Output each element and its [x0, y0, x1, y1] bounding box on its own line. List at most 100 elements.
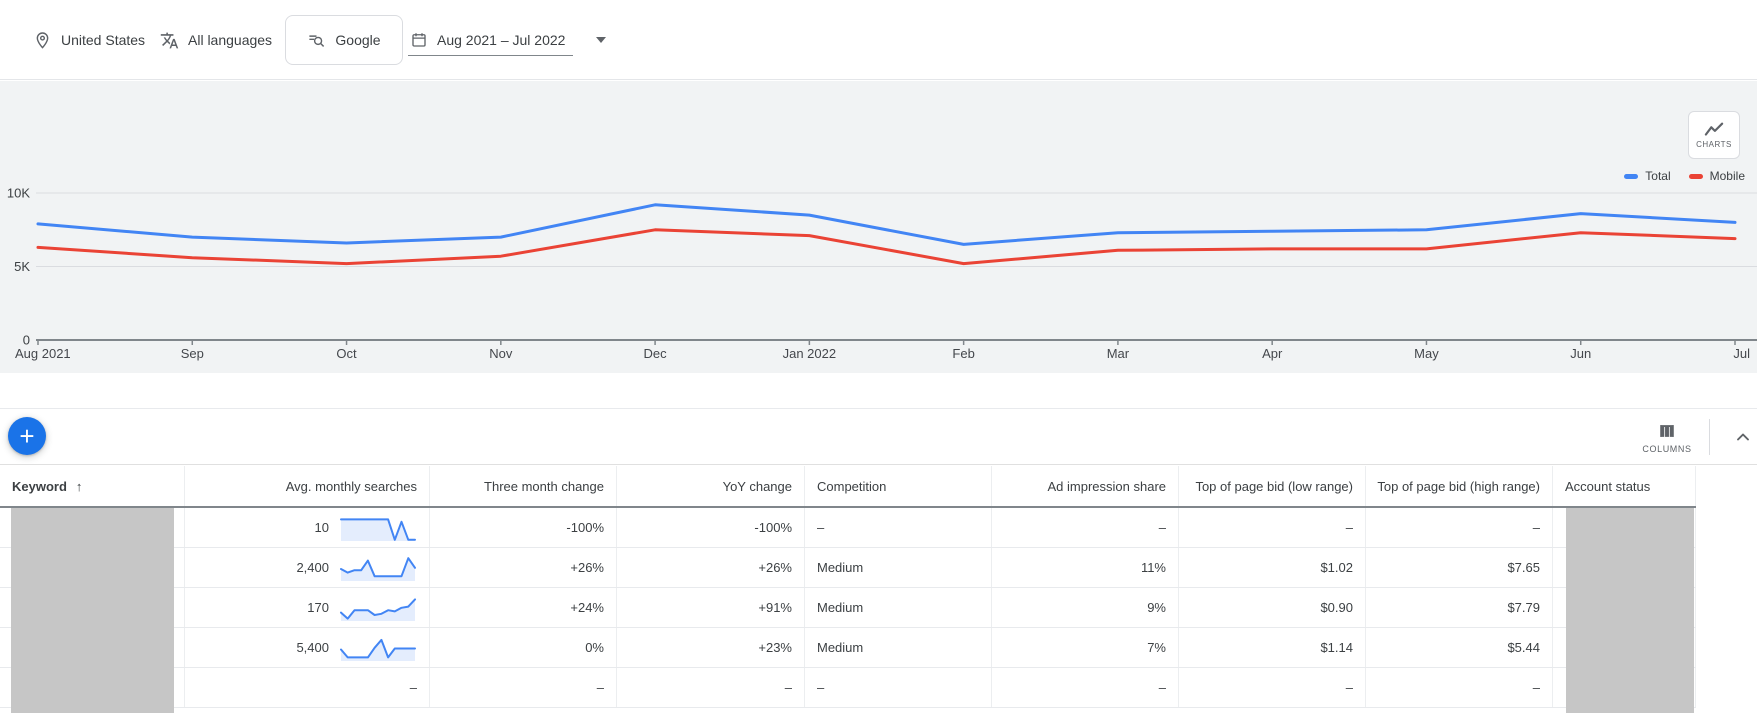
- x-axis-month-label: Jun: [1570, 346, 1591, 361]
- competition-value: Medium: [817, 560, 864, 575]
- column-header-competition[interactable]: Competition: [805, 466, 992, 506]
- cell-account_status: [1553, 548, 1696, 587]
- cell-competition: –: [805, 668, 992, 707]
- translate-icon: [160, 31, 179, 50]
- column-header-label: Top of page bid (low range): [1195, 478, 1353, 494]
- cell-top_of_page_bid_high: –: [1366, 668, 1553, 707]
- location-filter-label: United States: [61, 32, 146, 48]
- x-axis-month-label: Aug 2021: [15, 346, 71, 361]
- cell-top_of_page_bid_high: $7.79: [1366, 588, 1553, 627]
- date-range-label: Aug 2021 – Jul 2022: [437, 31, 566, 48]
- column-header-account_status[interactable]: Account status: [1553, 466, 1696, 506]
- x-axis-month-label: Apr: [1262, 346, 1283, 361]
- three_month_change-value: 0%: [585, 640, 604, 655]
- network-filter[interactable]: Google: [285, 15, 403, 65]
- x-axis-month-label: Nov: [489, 346, 513, 361]
- cell-top_of_page_bid_low: $1.14: [1179, 628, 1366, 667]
- cell-top_of_page_bid_low: $1.02: [1179, 548, 1366, 587]
- x-axis-month-label: Mar: [1107, 346, 1130, 361]
- cell-three_month_change: +26%: [430, 548, 617, 587]
- legend-item-total[interactable]: Total: [1624, 169, 1671, 183]
- competition-value: –: [817, 520, 825, 535]
- competition-value: Medium: [817, 640, 864, 655]
- location-filter[interactable]: United States: [33, 0, 145, 80]
- top_of_page_bid_high-value: $7.79: [1507, 600, 1540, 615]
- sparkline-area: [341, 639, 415, 661]
- column-header-yoy_change[interactable]: YoY change: [617, 466, 805, 506]
- three_month_change-value: -100%: [566, 520, 604, 535]
- cell-ad_impression_share: –: [992, 508, 1179, 547]
- add-keywords-button[interactable]: +: [8, 417, 46, 455]
- sparkline-area: [341, 557, 415, 581]
- date-range-picker[interactable]: Aug 2021 – Jul 2022: [408, 24, 574, 56]
- three_month_change-value: –: [596, 680, 604, 695]
- cell-three_month_change: +24%: [430, 588, 617, 627]
- column-header-keyword[interactable]: Keyword ↑: [0, 466, 185, 506]
- charts-button-label: CHARTS: [1696, 140, 1732, 149]
- keyword-row-2: 2,400 +26% +26% Medium 11% $1.02 $7.65: [0, 548, 1696, 588]
- keyword-row-4: 5,400 0% +23% Medium 7% $1.14 $5.44: [0, 628, 1696, 668]
- legend-label: Mobile: [1709, 169, 1745, 183]
- ad_impression_share-value: 7%: [1147, 640, 1166, 655]
- top_of_page_bid_low-value: –: [1345, 520, 1353, 535]
- top_of_page_bid_low-value: –: [1345, 680, 1353, 695]
- column-header-avg_monthly_searches[interactable]: Avg. monthly searches: [185, 466, 430, 506]
- y-axis-tick-label: 0: [23, 333, 30, 348]
- column-header-label: Avg. monthly searches: [285, 478, 417, 494]
- collapse-table-button[interactable]: [1731, 425, 1755, 449]
- column-header-top_of_page_bid_high[interactable]: Top of page bid (high range): [1366, 466, 1553, 506]
- legend-item-mobile[interactable]: Mobile: [1688, 169, 1745, 183]
- keyword-row-3: 170 +24% +91% Medium 9% $0.90 $7.79: [0, 588, 1696, 628]
- table-toolbar: [0, 409, 1757, 465]
- three_month_change-value: +24%: [570, 600, 604, 615]
- cell-top_of_page_bid_high: –: [1366, 508, 1553, 547]
- cell-keyword: [0, 588, 185, 627]
- sparkline-line: [340, 638, 416, 658]
- search-network-icon: [307, 31, 326, 50]
- sparkline-line: [340, 597, 416, 620]
- keywords-table: Keyword ↑ Avg. monthly searches Three month…: [0, 466, 1696, 708]
- x-axis-month-label: Jan 2022: [783, 346, 837, 361]
- x-axis-month-label: Feb: [952, 346, 974, 361]
- location-pin-icon: [33, 31, 52, 50]
- cell-avg_monthly_searches: 170: [185, 588, 430, 627]
- redacted-keyword-values: [11, 508, 174, 713]
- section-divider: [0, 408, 1757, 409]
- charts-toggle-button[interactable]: CHARTS: [1688, 111, 1740, 159]
- top_of_page_bid_high-value: –: [1532, 680, 1540, 695]
- language-filter[interactable]: All languages: [160, 0, 272, 80]
- top_of_page_bid_low-value: $1.02: [1320, 560, 1353, 575]
- column-header-label: Competition: [817, 478, 887, 494]
- column-header-ad_impression_share[interactable]: Ad impression share: [992, 466, 1179, 506]
- series-line-mobile: [36, 228, 1737, 266]
- column-header-label: YoY change: [722, 478, 792, 494]
- column-header-label: Keyword: [12, 478, 67, 494]
- ad_impression_share-value: 9%: [1147, 600, 1166, 615]
- cell-three_month_change: 0%: [430, 628, 617, 667]
- column-header-top_of_page_bid_low[interactable]: Top of page bid (low range): [1179, 466, 1366, 506]
- series-line-total: [36, 203, 1737, 246]
- legend-swatch: [1624, 173, 1639, 179]
- cell-top_of_page_bid_low: –: [1179, 668, 1366, 707]
- column-header-three_month_change[interactable]: Three month change: [430, 466, 617, 506]
- cell-three_month_change: -100%: [430, 508, 617, 547]
- y-axis-tick-label: 5K: [14, 259, 30, 274]
- x-axis-month-label: Oct: [336, 346, 357, 361]
- cell-account_status: [1553, 588, 1696, 627]
- column-header-label: Ad impression share: [1047, 478, 1167, 494]
- cell-top_of_page_bid_high: $5.44: [1366, 628, 1553, 667]
- columns-button[interactable]: COLUMNS: [1636, 414, 1698, 460]
- yoy_change-value: +91%: [758, 600, 792, 615]
- cell-avg_monthly_searches: 5,400: [185, 628, 430, 667]
- cell-account_status: [1553, 628, 1696, 667]
- ad_impression_share-value: 11%: [1140, 560, 1166, 575]
- cell-ad_impression_share: 7%: [992, 628, 1179, 667]
- legend-label: Total: [1645, 169, 1671, 183]
- toolbar-divider: [1709, 419, 1710, 455]
- sparkline-line: [340, 517, 416, 541]
- x-axis-month-label: Sep: [181, 346, 204, 361]
- cell-account_status: [1553, 668, 1696, 707]
- date-range-dropdown-arrow-icon[interactable]: [596, 37, 606, 43]
- three_month_change-value: +26%: [570, 560, 604, 575]
